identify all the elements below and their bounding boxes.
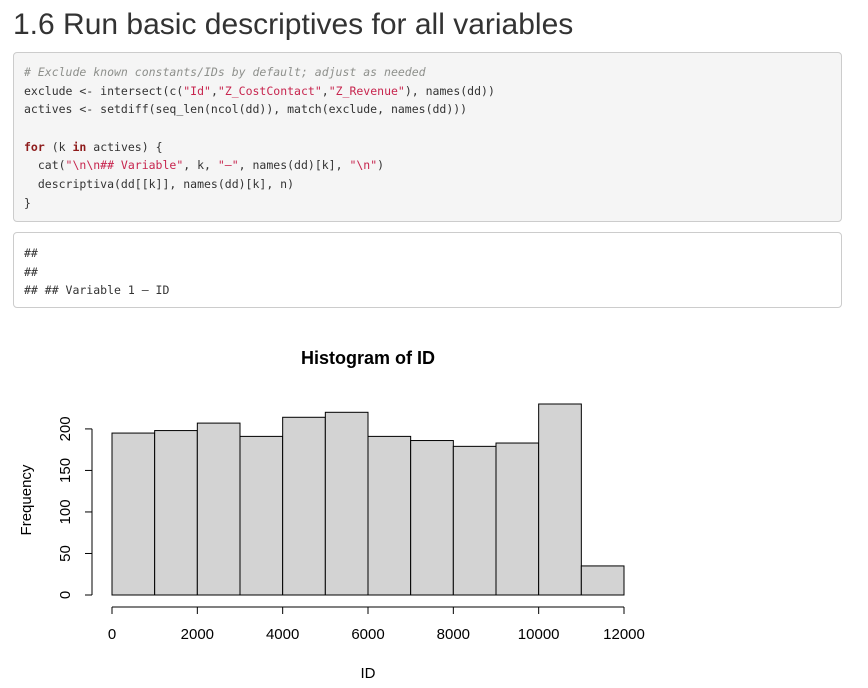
code-line: } <box>24 194 831 213</box>
x-tick-label: 0 <box>108 626 116 643</box>
y-axis: 0 50 100 150 200 <box>57 416 93 599</box>
x-tick-label: 2000 <box>181 626 214 643</box>
code-token: "—" <box>217 158 239 173</box>
y-axis-label: Frequency <box>18 464 35 535</box>
x-tick-label: 12000 <box>603 626 645 643</box>
code-line: ## <box>24 246 38 260</box>
code-line: ## <box>24 264 38 279</box>
x-tick-label: 8000 <box>437 626 470 643</box>
y-tick-label: 200 <box>57 416 74 441</box>
histogram-bar <box>580 565 625 596</box>
code-token: actives <- setdiff(seq_len(ncol(dd)), ma… <box>24 102 468 117</box>
histogram-bar <box>282 416 326 596</box>
histogram-bar <box>324 411 369 596</box>
x-axis-label: ID <box>361 665 376 682</box>
x-tick-label: 10000 <box>518 626 560 643</box>
code-line: cat("\n\n## Variable", k, "—", names(dd)… <box>24 156 831 175</box>
code-token: actives) { <box>86 139 163 154</box>
code-token: for <box>24 139 45 154</box>
x-tick-label: 6000 <box>351 626 384 643</box>
r-source-code-block[interactable]: # Exclude known constants/IDs by default… <box>13 52 842 222</box>
code-line: exclude <- intersect(c("Id","Z_CostConta… <box>24 82 831 101</box>
x-axis: 0 2000 4000 6000 8000 10000 12000 <box>108 606 645 643</box>
chart-title: Histogram of ID <box>301 348 435 368</box>
histogram-chart: Histogram of ID 0 2000 4000 6000 8000 10000 12… <box>18 348 645 682</box>
code-token: , names(dd)[k], <box>238 158 350 173</box>
y-tick-label: 50 <box>57 545 74 562</box>
histogram-bar <box>154 430 198 596</box>
code-line: actives <- setdiff(seq_len(ncol(dd)), ma… <box>24 100 831 119</box>
histogram-bar <box>495 442 540 596</box>
y-tick-label: 150 <box>57 458 74 483</box>
code-token: cat( <box>24 158 66 173</box>
histogram-bars <box>111 403 625 596</box>
code-line: descriptiva(dd[[k]], names(dd)[k], n) <box>24 175 831 194</box>
code-token: ), names(dd)) <box>404 83 495 98</box>
code-token: "Z_CostContact" <box>217 83 322 98</box>
histogram-bar <box>452 445 497 596</box>
code-token: "Z_Revenue" <box>328 83 405 98</box>
code-token: , <box>210 83 218 98</box>
y-tick-label: 100 <box>57 499 74 524</box>
histogram-bar <box>538 403 582 596</box>
code-token: # Exclude known constants/IDs by default… <box>24 65 426 79</box>
histogram-bar <box>196 422 241 596</box>
code-token: exclude <- intersect(c( <box>24 83 184 98</box>
code-token: "\n" <box>349 158 378 173</box>
histogram-bar <box>367 435 412 596</box>
code-token: in <box>72 139 87 154</box>
x-tick-label: 4000 <box>266 626 299 643</box>
y-tick-label: 0 <box>57 591 74 599</box>
code-token: descriptiva(dd[[k]], names(dd)[k], n) <box>24 177 295 192</box>
code-line <box>24 119 831 138</box>
r-console-output-block[interactable]: ## ## ## ## Variable 1 — ID <box>13 232 842 308</box>
code-token: } <box>24 195 31 210</box>
code-token: "\n\n## Variable" <box>65 158 184 173</box>
code-line: for (k in actives) { <box>24 138 831 157</box>
code-token: "Id" <box>183 83 211 98</box>
histogram-bar <box>410 440 454 596</box>
code-token: ) <box>377 158 385 173</box>
code-token: (k <box>44 139 73 154</box>
code-token: , <box>321 83 329 98</box>
code-line: # Exclude known constants/IDs by default… <box>24 63 831 82</box>
page-title: 1.6 Run basic descriptives for all varia… <box>13 8 574 41</box>
code-token: , k, <box>183 158 218 173</box>
code-line: ## ## Variable 1 — ID <box>24 283 170 298</box>
histogram-bar <box>239 435 284 596</box>
histogram-bar <box>111 432 156 596</box>
